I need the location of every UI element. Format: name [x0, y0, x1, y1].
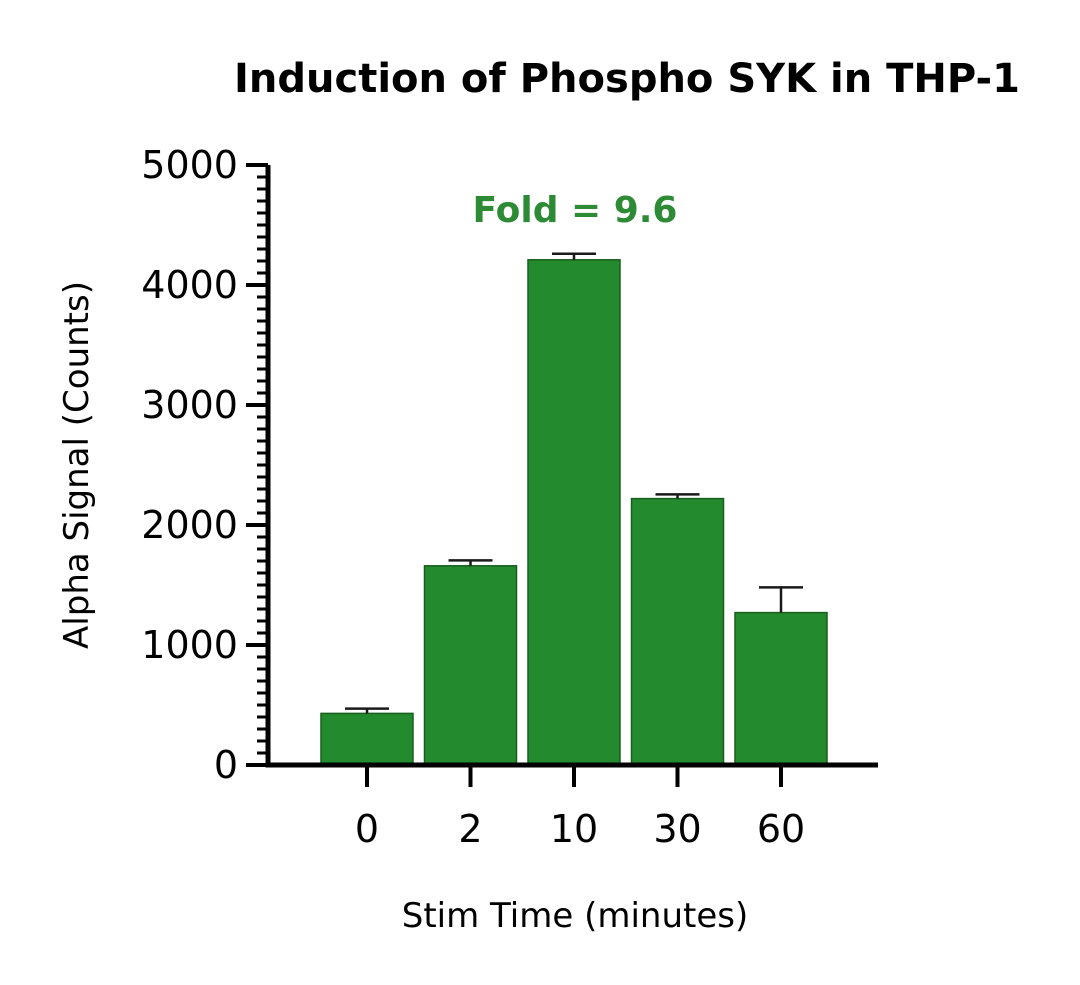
plot-area: 0 1000 2000 3000 4000 5000 0 2 10 30 60	[141, 143, 878, 851]
bar-0	[320, 712, 414, 766]
y-tick-label: 0	[214, 743, 238, 787]
y-axis-label: Alpha Signal (Counts)	[57, 281, 97, 649]
y-tick-label: 1000	[141, 623, 238, 667]
y-tick-label: 4000	[141, 263, 238, 307]
chart-title: Induction of Phospho SYK in THP-1	[234, 56, 1020, 102]
x-tick-label: 2	[458, 807, 482, 851]
x-tick-label: 0	[355, 807, 379, 851]
x-tick-label: 10	[550, 807, 598, 851]
bar-2	[423, 565, 518, 766]
bar-30	[630, 497, 725, 766]
bar-10	[527, 259, 621, 766]
bar-60	[734, 611, 828, 766]
fold-change-annotation: Fold = 9.6	[473, 190, 678, 231]
x-tick-label: 30	[653, 807, 701, 851]
y-tick-label: 5000	[141, 143, 238, 187]
y-tick-label: 3000	[141, 383, 238, 427]
y-tick-label: 2000	[141, 503, 238, 547]
x-tick-label: 60	[757, 807, 805, 851]
x-axis-label: Stim Time (minutes)	[402, 896, 748, 936]
